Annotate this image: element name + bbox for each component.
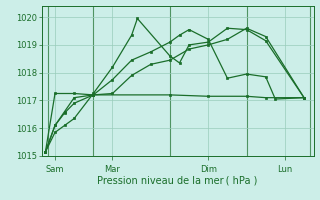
X-axis label: Pression niveau de la mer ( hPa ): Pression niveau de la mer ( hPa ): [97, 175, 258, 185]
